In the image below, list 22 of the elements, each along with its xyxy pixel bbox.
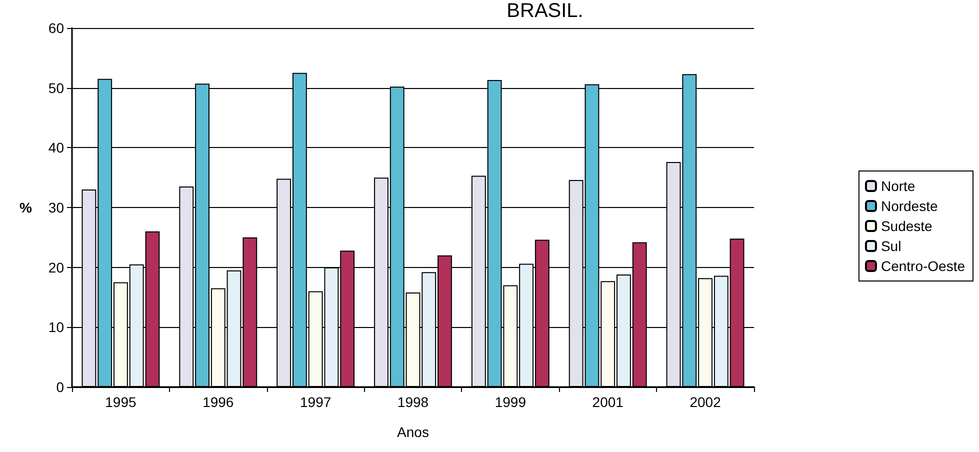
x-tick-label: 2001 xyxy=(592,394,624,410)
legend-label: Norte xyxy=(880,178,916,194)
x-tick-label: 1999 xyxy=(494,394,526,410)
x-tick-label: 1995 xyxy=(105,394,136,410)
y-tick-label: 10 xyxy=(48,319,64,336)
y-axis-title: % xyxy=(20,200,33,216)
legend-label: Centro-Oeste xyxy=(880,258,966,274)
y-tick-label: 60 xyxy=(48,20,64,36)
y-tick-label: 30 xyxy=(48,200,64,216)
x-tick-label: 1996 xyxy=(202,394,234,410)
y-tick-label: 20 xyxy=(48,259,64,276)
y-tick-label: 0 xyxy=(56,379,64,395)
chart-title: BRASIL. xyxy=(506,0,584,22)
x-tick-label: 1997 xyxy=(300,394,332,410)
y-tick-label: 50 xyxy=(48,80,64,96)
y-tick-label: 40 xyxy=(48,140,64,156)
legend-label: Nordeste xyxy=(880,198,938,214)
x-tick-label: 2002 xyxy=(690,394,722,410)
x-tick-label: 1998 xyxy=(397,394,429,410)
legend-label: Sul xyxy=(880,238,902,254)
x-axis-title: Anos xyxy=(397,424,429,440)
legend-label: Sudeste xyxy=(880,218,933,234)
